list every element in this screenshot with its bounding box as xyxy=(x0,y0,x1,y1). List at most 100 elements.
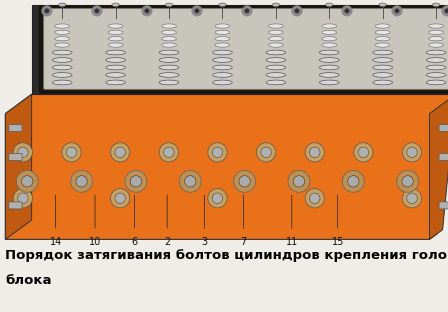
Circle shape xyxy=(310,193,320,203)
Text: 17: 17 xyxy=(32,0,44,2)
Ellipse shape xyxy=(326,3,333,7)
Circle shape xyxy=(245,9,249,13)
Ellipse shape xyxy=(426,50,446,55)
Ellipse shape xyxy=(213,80,232,85)
Circle shape xyxy=(342,170,364,192)
Circle shape xyxy=(66,147,77,158)
Circle shape xyxy=(234,170,255,192)
Circle shape xyxy=(111,189,130,208)
Text: 5: 5 xyxy=(162,0,168,2)
Circle shape xyxy=(345,9,349,13)
Polygon shape xyxy=(32,5,448,94)
Ellipse shape xyxy=(426,65,446,70)
Circle shape xyxy=(442,6,448,16)
Circle shape xyxy=(402,176,414,187)
Ellipse shape xyxy=(268,30,283,35)
Circle shape xyxy=(310,147,320,158)
FancyBboxPatch shape xyxy=(439,124,448,132)
Ellipse shape xyxy=(266,73,286,77)
Circle shape xyxy=(62,143,81,162)
Circle shape xyxy=(45,9,49,13)
Ellipse shape xyxy=(266,58,286,62)
Ellipse shape xyxy=(55,37,69,41)
Ellipse shape xyxy=(266,65,286,70)
Circle shape xyxy=(159,143,178,162)
Circle shape xyxy=(42,6,52,16)
Ellipse shape xyxy=(162,43,177,47)
Circle shape xyxy=(164,147,174,158)
FancyBboxPatch shape xyxy=(44,9,448,89)
Polygon shape xyxy=(5,94,32,239)
Text: блока: блока xyxy=(5,274,52,287)
Polygon shape xyxy=(5,94,448,239)
Circle shape xyxy=(111,143,130,162)
Ellipse shape xyxy=(426,73,446,77)
Circle shape xyxy=(407,193,417,203)
Circle shape xyxy=(261,147,271,158)
Text: 6: 6 xyxy=(131,237,138,247)
Circle shape xyxy=(142,6,152,16)
Ellipse shape xyxy=(373,58,392,62)
Ellipse shape xyxy=(268,43,283,47)
Circle shape xyxy=(13,143,33,162)
Polygon shape xyxy=(430,94,448,239)
Ellipse shape xyxy=(426,58,446,62)
Ellipse shape xyxy=(106,80,125,85)
Ellipse shape xyxy=(213,65,232,70)
Ellipse shape xyxy=(322,24,336,28)
Ellipse shape xyxy=(319,80,339,85)
Circle shape xyxy=(295,9,299,13)
Ellipse shape xyxy=(215,30,230,35)
Circle shape xyxy=(305,143,324,162)
Ellipse shape xyxy=(429,37,444,41)
Ellipse shape xyxy=(319,65,339,70)
Circle shape xyxy=(293,176,305,187)
Circle shape xyxy=(212,193,223,203)
Circle shape xyxy=(17,193,28,203)
Ellipse shape xyxy=(266,80,286,85)
Text: 3: 3 xyxy=(201,237,207,247)
Ellipse shape xyxy=(215,37,230,41)
Ellipse shape xyxy=(319,73,339,77)
Circle shape xyxy=(208,189,227,208)
Text: 9: 9 xyxy=(123,0,129,2)
Ellipse shape xyxy=(112,3,119,7)
Circle shape xyxy=(402,189,422,208)
Ellipse shape xyxy=(268,24,283,28)
Circle shape xyxy=(212,147,223,158)
Circle shape xyxy=(305,189,324,208)
Text: 1: 1 xyxy=(203,0,210,2)
Ellipse shape xyxy=(379,3,386,7)
Ellipse shape xyxy=(213,58,232,62)
Circle shape xyxy=(392,6,402,16)
Text: 12: 12 xyxy=(316,0,328,2)
Circle shape xyxy=(348,176,359,187)
Circle shape xyxy=(292,6,302,16)
Circle shape xyxy=(22,176,33,187)
Circle shape xyxy=(342,6,352,16)
Ellipse shape xyxy=(55,24,69,28)
Circle shape xyxy=(395,9,399,13)
Ellipse shape xyxy=(55,43,69,47)
Circle shape xyxy=(239,176,250,187)
Ellipse shape xyxy=(429,30,444,35)
Circle shape xyxy=(13,189,33,208)
Ellipse shape xyxy=(219,3,226,7)
Circle shape xyxy=(288,170,310,192)
Text: 16: 16 xyxy=(362,0,375,2)
Ellipse shape xyxy=(106,73,125,77)
FancyBboxPatch shape xyxy=(9,202,22,209)
Circle shape xyxy=(76,176,87,187)
Ellipse shape xyxy=(319,50,339,55)
Ellipse shape xyxy=(108,24,123,28)
Circle shape xyxy=(402,143,422,162)
Ellipse shape xyxy=(52,65,72,70)
Ellipse shape xyxy=(373,65,392,70)
Ellipse shape xyxy=(159,58,179,62)
Circle shape xyxy=(71,170,93,192)
Ellipse shape xyxy=(373,50,392,55)
Circle shape xyxy=(185,176,196,187)
Ellipse shape xyxy=(52,80,72,85)
Ellipse shape xyxy=(108,30,123,35)
Ellipse shape xyxy=(375,24,390,28)
